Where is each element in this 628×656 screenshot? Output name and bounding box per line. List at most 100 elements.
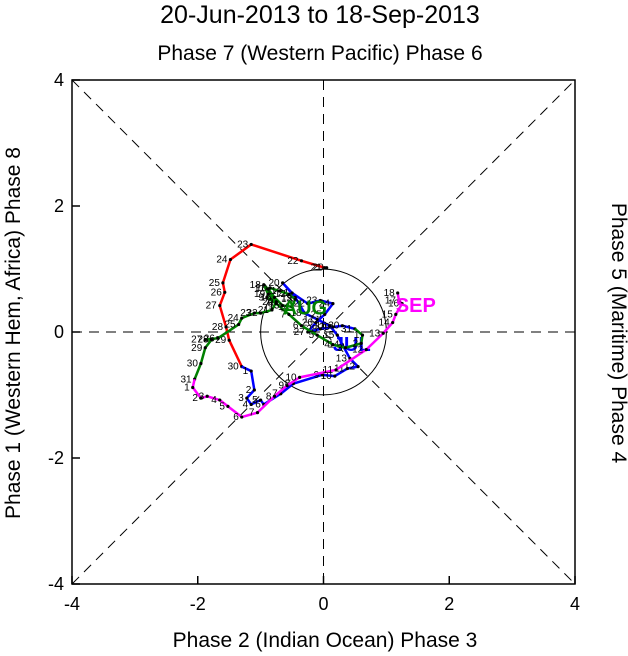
day-label: 29 bbox=[215, 335, 227, 346]
day-label: 9 bbox=[278, 381, 284, 392]
data-point bbox=[205, 394, 209, 398]
day-label: 26 bbox=[302, 318, 314, 329]
data-point bbox=[252, 388, 256, 392]
data-point bbox=[343, 346, 348, 350]
data-point bbox=[237, 322, 241, 327]
data-point bbox=[255, 411, 260, 415]
x-tick-label: -4 bbox=[64, 594, 80, 614]
y-tick-label: -2 bbox=[48, 448, 64, 468]
data-point bbox=[331, 343, 335, 347]
day-label: 19 bbox=[254, 289, 266, 300]
data-point bbox=[315, 317, 319, 321]
day-label: 22 bbox=[287, 256, 299, 267]
day-label: 4 bbox=[211, 395, 217, 406]
bottom-phase-label: Phase 2 (Indian Ocean) Phase 3 bbox=[173, 629, 478, 652]
day-label: 7 bbox=[249, 408, 255, 419]
data-point bbox=[290, 305, 294, 309]
day-label: 1 bbox=[243, 366, 249, 377]
unit-circle bbox=[260, 268, 387, 396]
data-point bbox=[272, 394, 277, 398]
day-label: 29 bbox=[319, 322, 331, 333]
data-point bbox=[224, 325, 228, 329]
day-label: 20 bbox=[269, 278, 281, 289]
day-label: 15 bbox=[323, 330, 335, 341]
data-point bbox=[323, 266, 327, 270]
x-tick-label: 4 bbox=[570, 594, 580, 614]
data-point bbox=[331, 302, 335, 306]
day-label: 16 bbox=[260, 292, 272, 303]
data-point bbox=[249, 242, 253, 247]
data-point bbox=[299, 324, 304, 328]
data-point bbox=[345, 366, 349, 371]
y-tick-label: -4 bbox=[48, 574, 64, 594]
day-label: 4 bbox=[243, 399, 249, 410]
day-label: 21 bbox=[311, 263, 323, 274]
data-point bbox=[281, 303, 285, 308]
data-point bbox=[252, 311, 256, 315]
day-label: 22 bbox=[294, 299, 306, 310]
x-tick-label: -2 bbox=[190, 594, 206, 614]
data-point bbox=[245, 396, 249, 400]
data-point bbox=[249, 402, 253, 407]
data-point bbox=[227, 338, 231, 342]
data-point bbox=[240, 415, 244, 419]
day-label: 24 bbox=[319, 299, 331, 310]
day-label: 16 bbox=[388, 299, 400, 310]
day-label: 18 bbox=[291, 308, 303, 319]
day-label: 12 bbox=[344, 362, 356, 373]
left-phase-label: Phase 1 (Western Hem, Africa) Phase 8 bbox=[2, 147, 25, 519]
day-label: 6 bbox=[233, 412, 239, 423]
day-label: 25 bbox=[209, 278, 221, 289]
day-label: 17 bbox=[254, 284, 266, 295]
series-line-aug bbox=[193, 283, 364, 380]
day-label: 10 bbox=[321, 371, 333, 382]
day-label: 17 bbox=[303, 314, 315, 325]
data-point bbox=[299, 259, 304, 263]
data-point bbox=[199, 396, 203, 400]
day-label: 14 bbox=[278, 302, 290, 313]
day-label: 9 bbox=[314, 370, 320, 381]
data-point bbox=[249, 369, 253, 373]
day-label: 28 bbox=[197, 335, 209, 346]
day-label: 18 bbox=[384, 288, 396, 299]
day-label: 1 bbox=[184, 382, 190, 393]
day-label: 20 bbox=[313, 263, 325, 274]
data-point bbox=[318, 298, 322, 303]
day-label: 6 bbox=[293, 321, 299, 332]
data-point bbox=[216, 336, 220, 340]
day-label: 2 bbox=[353, 338, 359, 349]
day-label: 22 bbox=[247, 308, 259, 319]
day-label: 10 bbox=[285, 372, 297, 383]
data-point bbox=[285, 383, 289, 388]
data-point bbox=[221, 281, 225, 285]
day-label: 11 bbox=[323, 365, 334, 376]
day-label: 21 bbox=[258, 305, 270, 316]
day-label: 25 bbox=[311, 309, 323, 320]
chart-title: 20-Jun-2013 to 18-Sep-2013 bbox=[160, 1, 480, 29]
month-label-sep: SEP bbox=[396, 295, 436, 317]
data-point bbox=[277, 289, 282, 293]
data-point bbox=[323, 312, 327, 316]
data-point bbox=[340, 324, 344, 328]
top-phase-label: Phase 7 (Western Pacific) Phase 6 bbox=[157, 42, 482, 65]
data-point bbox=[265, 295, 269, 299]
y-tick-label: 0 bbox=[54, 322, 64, 342]
day-label: 30 bbox=[228, 362, 240, 373]
data-point bbox=[400, 302, 404, 306]
day-label: 15 bbox=[269, 301, 281, 312]
day-label: 24 bbox=[216, 255, 228, 266]
axis-ticks: -4 -2 0 2 4 4 2 0 -2 -4 bbox=[48, 70, 580, 614]
data-point bbox=[191, 385, 195, 390]
data-point bbox=[259, 311, 263, 315]
data-point bbox=[266, 292, 270, 296]
day-label: 5 bbox=[309, 330, 315, 341]
day-label: 2 bbox=[246, 385, 252, 396]
data-point bbox=[259, 398, 263, 402]
data-point bbox=[394, 312, 398, 316]
x-tick-label: 0 bbox=[318, 594, 328, 614]
data-point bbox=[356, 365, 360, 369]
data-point bbox=[360, 333, 365, 337]
day-label: 30 bbox=[187, 359, 199, 370]
day-label: 24 bbox=[228, 313, 240, 324]
